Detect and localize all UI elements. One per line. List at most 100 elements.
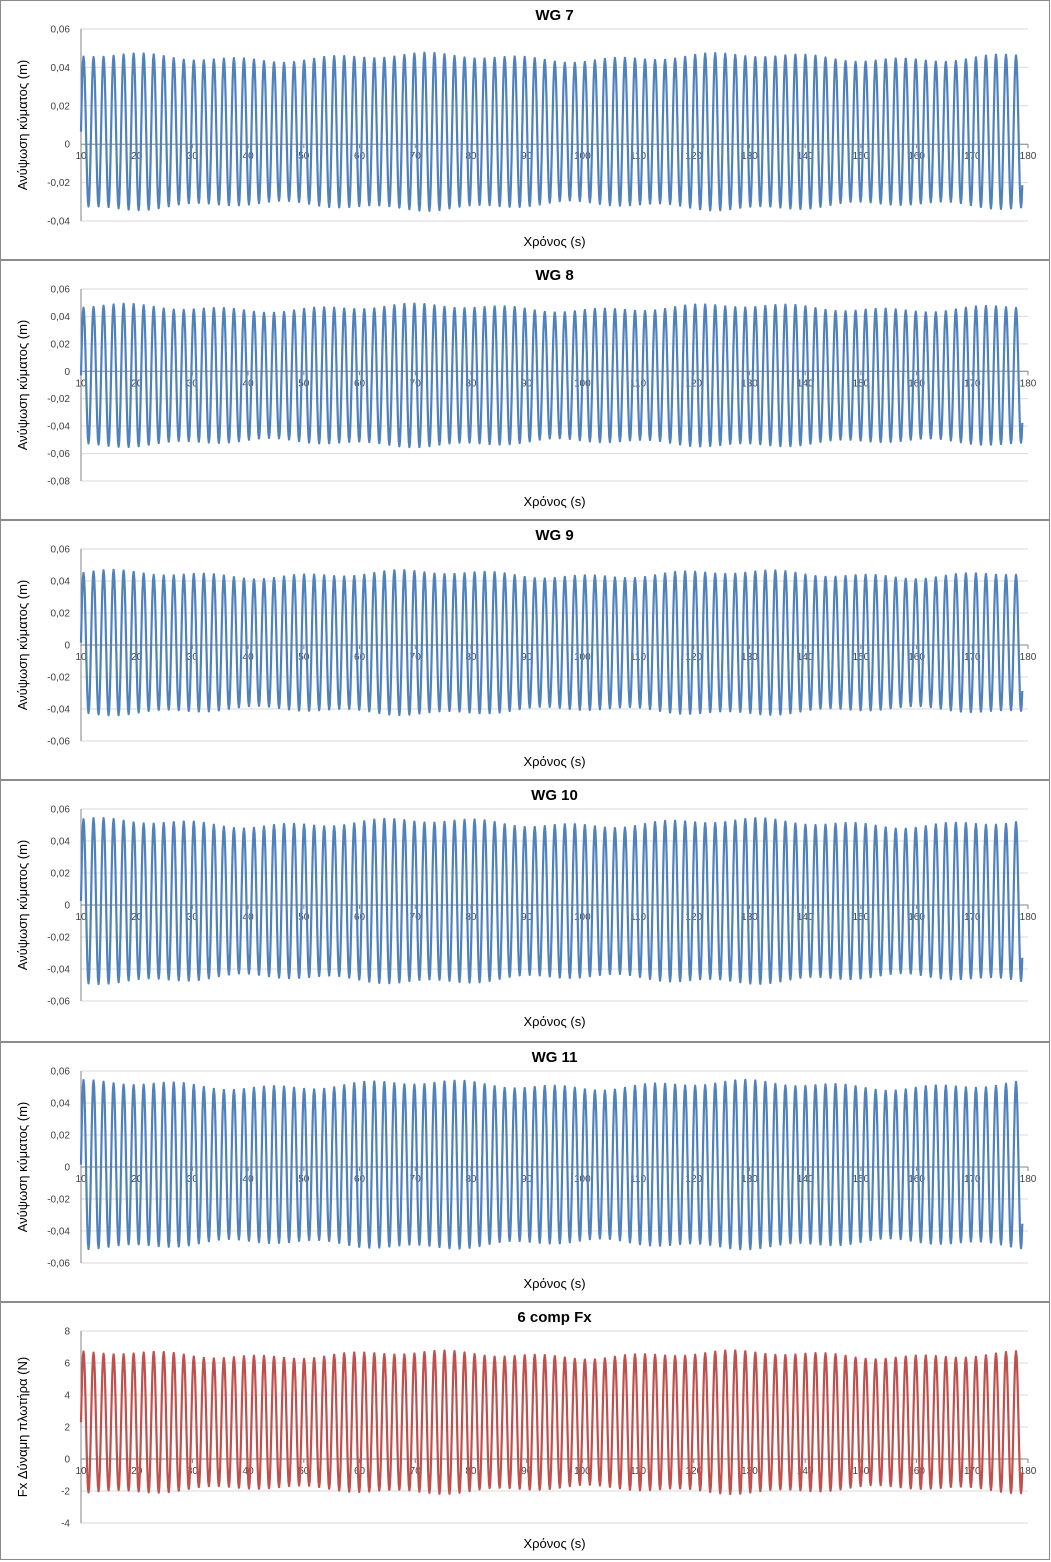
y-tick-label: 0,06 <box>51 285 71 296</box>
x-tick-label: 60 <box>354 912 366 923</box>
x-tick-label: 150 <box>853 652 870 663</box>
chart-panel-6: 6 comp Fx -4 -2 0 2 4 6 8 10 20 30 40 50 60 70 80 90 100 1… <box>0 1302 1050 1560</box>
x-tick-label: 90 <box>521 1466 533 1477</box>
series-line <box>79 51 1024 212</box>
x-tick-label: 30 <box>187 652 199 663</box>
chart-title: WG 10 <box>531 787 578 804</box>
x-tick-label: 150 <box>853 1174 870 1185</box>
x-tick-label: 140 <box>797 1466 814 1477</box>
y-axis-label: Fx Δύναμη πλωτήρα (N) <box>15 1357 30 1497</box>
x-tick-label: 160 <box>908 1466 925 1477</box>
x-tick-label: 30 <box>187 151 199 162</box>
x-tick-label: 30 <box>187 1466 199 1477</box>
series-line <box>79 1078 1024 1251</box>
x-tick-label: 180 <box>1020 1174 1037 1185</box>
x-tick-label: 70 <box>410 151 422 162</box>
y-tick-label: -0,04 <box>47 965 70 976</box>
y-tick-label: -0,02 <box>47 394 70 405</box>
x-tick-label: 50 <box>298 378 310 389</box>
y-tick-label: 0 <box>64 1455 70 1466</box>
y-tick-label: -0,02 <box>47 673 70 684</box>
x-tick-label: 30 <box>187 1174 199 1185</box>
x-tick-label: 10 <box>75 378 87 389</box>
x-tick-label: 130 <box>741 151 758 162</box>
chart-panel-5: WG 11 -0,06 -0,04 -0,02 0 0,02 0,04 0,06 10 20 30 4… <box>0 1042 1050 1302</box>
y-tick-label: -0,04 <box>47 1227 70 1238</box>
y-tick-label: -0,02 <box>47 178 70 189</box>
series-line <box>79 302 1024 449</box>
y-tick-label: -0,06 <box>47 449 70 460</box>
x-tick-label: 130 <box>741 1174 758 1185</box>
x-tick-label: 10 <box>75 1466 87 1477</box>
y-tick-label: 0 <box>64 901 70 912</box>
x-axis-label: Χρόνος (s) <box>523 494 585 509</box>
y-axis-label: Ανύψωση κύματος (m) <box>15 840 30 971</box>
y-tick-label: -0,02 <box>47 1195 70 1206</box>
y-axis-label: Ανύψωση κύματος (m) <box>15 580 30 711</box>
y-axis-label: Ανύψωση κύματος (m) <box>15 60 30 191</box>
chart-title: WG 7 <box>535 7 573 24</box>
x-tick-label: 140 <box>797 151 814 162</box>
x-axis-label: Χρόνος (s) <box>523 1014 585 1029</box>
chart-panel-2: WG 8 -0,08 -0,06 -0,04 -0,02 0 0,02 0,04 0,06 10 2… <box>0 260 1050 520</box>
chart-title: 6 comp Fx <box>517 1309 592 1326</box>
x-tick-label: 120 <box>685 652 702 663</box>
x-tick-label: 120 <box>685 151 702 162</box>
x-tick-label: 140 <box>797 652 814 663</box>
chart-panel-3: WG 9 -0,06 -0,04 -0,02 0 0,02 0,04 0,06 10 20 30 40… <box>0 520 1050 780</box>
series-line <box>79 568 1024 717</box>
x-tick-label: 120 <box>685 378 702 389</box>
series-line <box>79 817 1024 986</box>
y-tick-label: 0,06 <box>51 805 71 816</box>
x-tick-label: 10 <box>75 1174 87 1185</box>
y-tick-label: 0,02 <box>51 1131 71 1142</box>
y-tick-label: 0 <box>64 140 70 151</box>
x-tick-label: 50 <box>298 652 310 663</box>
y-tick-label: 0,02 <box>51 609 71 620</box>
x-axis-label: Χρόνος (s) <box>523 234 585 249</box>
y-tick-label: 0,04 <box>51 1099 71 1110</box>
y-tick-label: 0 <box>64 641 70 652</box>
x-tick-label: 40 <box>243 652 255 663</box>
x-tick-label: 10 <box>75 912 87 923</box>
series-line <box>79 1349 1024 1496</box>
y-tick-label: -2 <box>61 1487 70 1498</box>
x-tick-label: 40 <box>243 1174 255 1185</box>
y-axis-label: Ανύψωση κύματος (m) <box>15 1102 30 1233</box>
x-tick-label: 160 <box>908 1174 925 1185</box>
x-tick-label: 10 <box>75 151 87 162</box>
x-axis-label: Χρόνος (s) <box>523 1536 585 1551</box>
y-tick-label: 6 <box>64 1359 70 1370</box>
x-tick-label: 160 <box>908 652 925 663</box>
x-tick-label: 40 <box>243 151 255 162</box>
chart-title: WG 8 <box>535 267 573 284</box>
y-tick-label: 0,04 <box>51 837 71 848</box>
x-tick-label: 140 <box>797 378 814 389</box>
y-axis-label: Ανύψωση κύματος (m) <box>15 320 30 451</box>
y-tick-label: 8 <box>64 1327 70 1338</box>
chart-title: WG 9 <box>535 527 573 544</box>
y-tick-label: -4 <box>61 1519 70 1530</box>
y-tick-label: -0,04 <box>47 422 70 433</box>
x-tick-label: 180 <box>1020 378 1037 389</box>
x-tick-label: 60 <box>354 652 366 663</box>
x-tick-label: 150 <box>853 378 870 389</box>
x-tick-label: 130 <box>741 378 758 389</box>
x-tick-label: 10 <box>75 652 87 663</box>
x-tick-label: 140 <box>797 912 814 923</box>
y-tick-label: -0,06 <box>47 737 70 748</box>
x-tick-label: 180 <box>1020 912 1037 923</box>
x-tick-label: 140 <box>797 1174 814 1185</box>
x-tick-label: 60 <box>354 151 366 162</box>
y-tick-label: 0,04 <box>51 577 71 588</box>
x-tick-label: 180 <box>1020 1466 1037 1477</box>
x-tick-label: 150 <box>853 912 870 923</box>
x-tick-label: 150 <box>853 151 870 162</box>
x-tick-label: 70 <box>410 1466 422 1477</box>
x-axis-label: Χρόνος (s) <box>523 754 585 769</box>
